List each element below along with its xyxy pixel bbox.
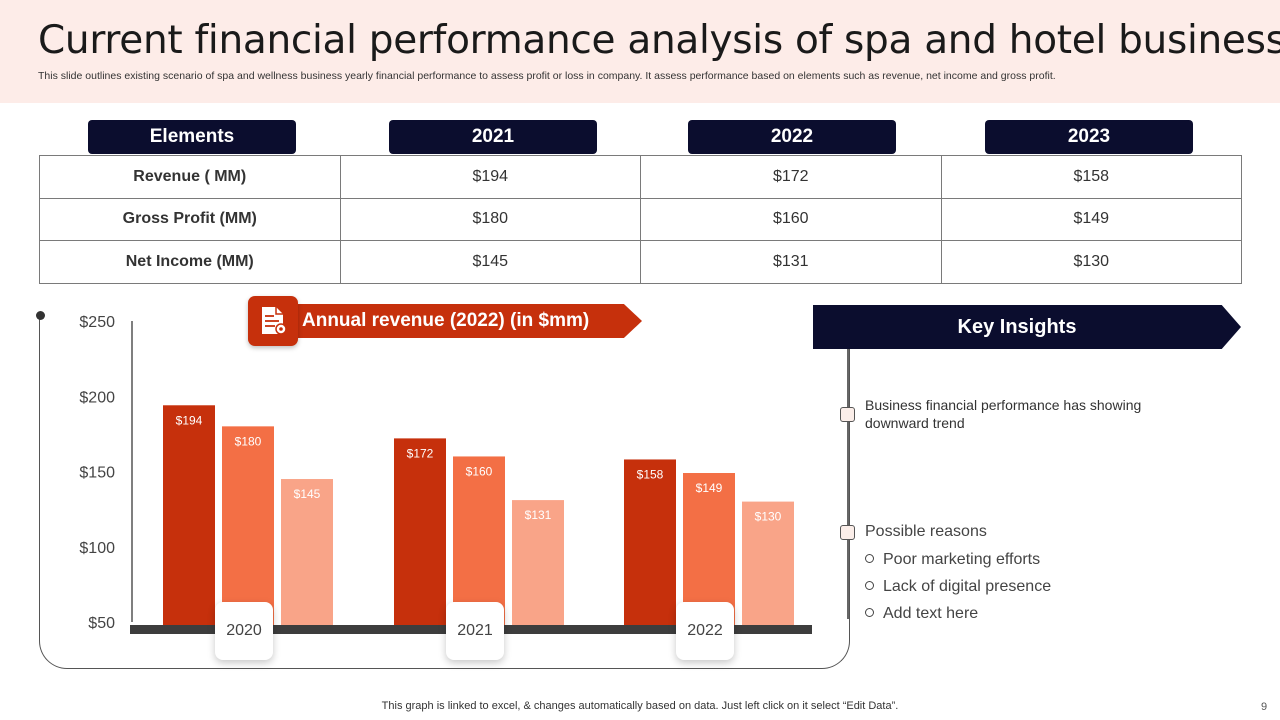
table-row: Revenue ( MM) $194 $172 $158 <box>39 155 1242 199</box>
bar-value-label: $130 <box>755 510 782 524</box>
bar-gross-profit <box>683 473 735 625</box>
financial-table: Revenue ( MM) $194 $172 $158 Gross Profi… <box>39 155 1242 284</box>
table-row: Net Income (MM) $145 $131 $130 <box>39 240 1242 284</box>
reason-text: Add text here <box>883 605 979 622</box>
y-tick-label: $150 <box>79 465 115 482</box>
bullet-circle-icon <box>865 608 874 617</box>
insights-timeline-line <box>847 349 849 619</box>
frame-dot <box>36 311 45 320</box>
y-tick-label: $200 <box>79 389 115 406</box>
chart-title: Annual revenue (2022) (in $mm) <box>302 310 590 331</box>
bar-value-label: $172 <box>407 446 434 460</box>
page-number: 9 <box>1261 701 1268 713</box>
bar-value-label: $145 <box>294 487 321 501</box>
document-gear-icon <box>248 296 298 346</box>
reason-item: Lack of digital presence <box>865 578 1051 596</box>
y-tick-label: $100 <box>79 540 115 557</box>
bar-gross-profit <box>453 456 505 625</box>
insight-marker <box>840 525 855 540</box>
bullet-circle-icon <box>865 554 874 563</box>
table-header-2021: 2021 <box>389 120 597 154</box>
table-header-elements: Elements <box>88 120 296 154</box>
key-insights-banner <box>813 305 1241 349</box>
bar-revenue <box>394 438 446 625</box>
x-category-label: 2022 <box>676 602 734 660</box>
reason-item: Poor marketing efforts <box>865 551 1040 569</box>
table-cell: $160 <box>640 197 942 241</box>
chart-title-banner <box>280 304 642 338</box>
table-cell: $145 <box>339 240 641 284</box>
bar-value-label: $194 <box>176 413 203 427</box>
row-label: Net Income (MM) <box>39 240 341 284</box>
reason-item: Add text here <box>865 605 978 623</box>
bar-value-label: $160 <box>466 464 493 478</box>
bar-net-income <box>742 501 794 625</box>
bar-net-income <box>512 500 564 625</box>
bar-gross-profit <box>222 426 274 625</box>
chart-frame <box>39 316 850 669</box>
insight-text: Business financial performance has showi… <box>865 397 1142 431</box>
x-category-label: 2020 <box>215 602 273 660</box>
y-tick-label: $250 <box>79 314 115 331</box>
bar-value-label: $180 <box>235 434 262 448</box>
bar-net-income <box>281 479 333 625</box>
row-label: Revenue ( MM) <box>39 155 341 199</box>
bar-revenue <box>163 405 215 625</box>
bar-revenue <box>624 459 676 625</box>
bar-value-label: $149 <box>696 481 723 495</box>
table-row: Gross Profit (MM) $180 $160 $149 <box>39 197 1242 241</box>
reasons-title: Possible reasons <box>865 523 987 540</box>
bar-value-label: $131 <box>525 508 552 522</box>
footer-note: This graph is linked to excel, & changes… <box>381 700 899 712</box>
bullet-circle-icon <box>865 581 874 590</box>
table-header-2023: 2023 <box>985 120 1193 154</box>
table-cell: $149 <box>940 197 1242 241</box>
header-band <box>0 0 1280 103</box>
table-cell: $130 <box>940 240 1242 284</box>
insight-marker <box>840 407 855 422</box>
reason-text: Poor marketing efforts <box>883 551 1041 568</box>
x-category-label: 2021 <box>446 602 504 660</box>
page-subtitle: This slide outlines existing scenario of… <box>38 70 1056 82</box>
key-insights-title: Key Insights <box>957 316 1077 338</box>
table-cell: $180 <box>339 197 641 241</box>
table-header-2022: 2022 <box>688 120 896 154</box>
bar-value-label: $158 <box>637 467 664 481</box>
reason-text: Lack of digital presence <box>883 578 1052 595</box>
row-label: Gross Profit (MM) <box>39 197 341 241</box>
table-cell: $194 <box>339 155 641 199</box>
table-cell: $131 <box>640 240 942 284</box>
y-tick-label: $50 <box>88 615 115 632</box>
page-title: Current financial performance analysis o… <box>38 18 1280 63</box>
